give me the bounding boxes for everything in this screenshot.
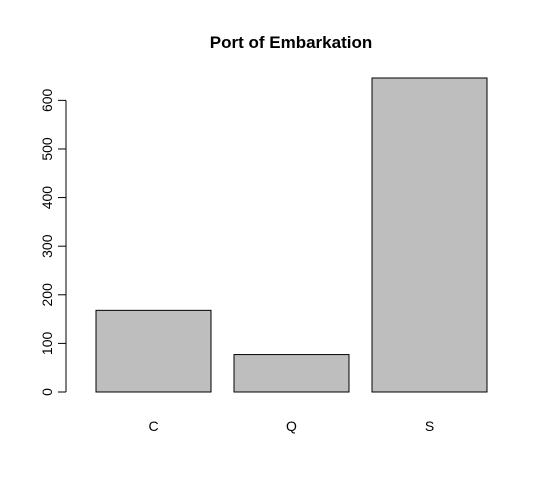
x-tick-label-s: S bbox=[425, 418, 434, 434]
bar-c bbox=[95, 309, 212, 393]
bar-s bbox=[371, 77, 488, 393]
x-tick-label-q: Q bbox=[286, 418, 297, 434]
y-tick-label-400: 400 bbox=[39, 186, 55, 210]
bar-q bbox=[233, 354, 350, 393]
y-tick-label-300: 300 bbox=[39, 234, 55, 258]
bars-group bbox=[95, 77, 488, 393]
chart-title: Port of Embarkation bbox=[210, 33, 372, 52]
y-tick-label-500: 500 bbox=[39, 137, 55, 161]
y-axis: 0 100 200 300 400 500 600 bbox=[39, 88, 67, 396]
y-tick-label-0: 0 bbox=[39, 388, 55, 396]
y-tick-label-600: 600 bbox=[39, 88, 55, 112]
y-tick-label-100: 100 bbox=[39, 332, 55, 356]
x-tick-label-c: C bbox=[148, 418, 158, 434]
y-tick-label-200: 200 bbox=[39, 283, 55, 307]
